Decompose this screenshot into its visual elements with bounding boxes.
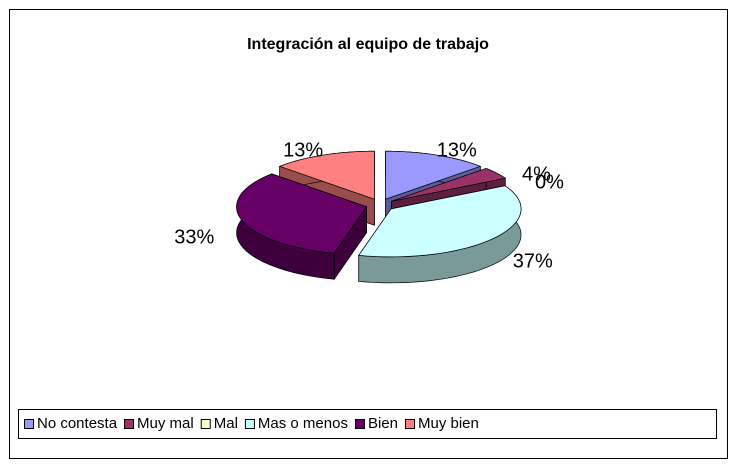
chart-title: Integración al equipo de trabajo <box>247 36 489 53</box>
slice <box>391 168 507 202</box>
slice-group <box>358 185 522 284</box>
data-label: 33% <box>174 227 214 249</box>
legend-swatch <box>354 419 365 429</box>
slice <box>385 150 482 200</box>
data-label: 37% <box>513 251 553 273</box>
data-label: 4% <box>522 164 551 186</box>
legend-label: Muy mal <box>137 415 194 432</box>
legend-label: Mal <box>214 415 238 432</box>
data-label: 13% <box>283 140 323 162</box>
legend-swatch <box>244 419 255 429</box>
legend-label: Bien <box>368 415 398 432</box>
legend-label: No contesta <box>37 415 118 432</box>
slice <box>278 150 375 200</box>
legend-swatch <box>200 419 211 429</box>
legend-swatch <box>404 419 415 429</box>
legend-label: Muy bien <box>418 415 479 432</box>
data-label: 13% <box>437 140 477 162</box>
chart-frame <box>9 9 728 459</box>
data-label: 0% <box>535 171 564 193</box>
slice-group <box>236 173 368 281</box>
legend-swatch <box>24 419 34 429</box>
legend-swatch <box>124 419 135 429</box>
legend-label: Mas o menos <box>258 415 348 432</box>
legend-box <box>18 409 717 439</box>
slice <box>236 173 368 254</box>
slice <box>358 185 522 258</box>
